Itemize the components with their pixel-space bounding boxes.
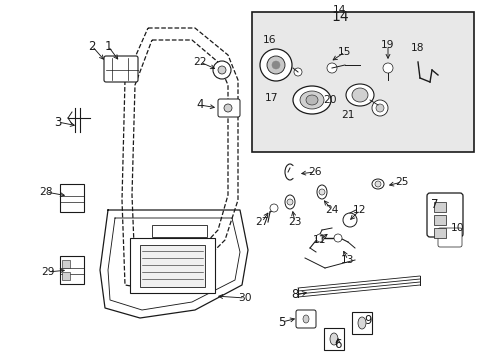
Text: 20: 20 (323, 95, 336, 105)
Circle shape (326, 63, 336, 73)
Text: 14: 14 (330, 10, 348, 24)
Bar (60, 256, 84, 284)
Ellipse shape (285, 195, 294, 209)
Circle shape (213, 61, 230, 79)
Text: 4: 4 (196, 99, 203, 112)
Text: 6: 6 (334, 338, 341, 351)
Bar (351, 312, 371, 334)
Ellipse shape (289, 166, 297, 178)
Text: 30: 30 (238, 293, 251, 303)
Ellipse shape (285, 164, 294, 180)
Circle shape (333, 234, 341, 242)
Bar (324, 328, 343, 350)
Text: 15: 15 (338, 47, 351, 57)
Bar (152, 225, 206, 237)
Text: 2: 2 (88, 40, 96, 53)
Bar (433, 202, 445, 212)
FancyBboxPatch shape (218, 99, 240, 117)
Text: 14: 14 (332, 5, 346, 15)
Bar (140, 245, 204, 287)
Ellipse shape (316, 185, 326, 199)
Ellipse shape (329, 333, 337, 345)
Text: 18: 18 (410, 43, 424, 53)
Bar (62, 260, 70, 268)
Ellipse shape (357, 317, 365, 329)
Bar (433, 215, 445, 225)
Circle shape (260, 49, 291, 81)
Circle shape (269, 204, 278, 212)
Circle shape (218, 66, 225, 74)
Circle shape (382, 63, 392, 73)
Ellipse shape (303, 315, 308, 323)
Circle shape (266, 56, 285, 74)
Text: 25: 25 (394, 177, 408, 187)
Text: 27: 27 (255, 217, 268, 227)
Text: 12: 12 (352, 205, 366, 215)
Text: 16: 16 (263, 35, 276, 45)
Text: 26: 26 (307, 167, 321, 177)
Ellipse shape (346, 84, 373, 106)
Bar (433, 228, 445, 238)
Ellipse shape (351, 88, 367, 102)
Text: 10: 10 (450, 223, 464, 233)
Circle shape (315, 234, 324, 242)
Text: 7: 7 (430, 198, 438, 211)
Circle shape (286, 199, 292, 205)
Text: 11: 11 (313, 235, 326, 245)
Text: 1: 1 (104, 40, 112, 53)
FancyBboxPatch shape (104, 56, 138, 82)
Circle shape (374, 181, 380, 187)
Circle shape (318, 189, 325, 195)
Text: 21: 21 (341, 110, 354, 120)
Circle shape (371, 100, 387, 116)
Bar (60, 184, 84, 212)
Ellipse shape (371, 179, 383, 189)
Text: 29: 29 (41, 267, 55, 277)
Text: 9: 9 (364, 314, 371, 327)
Text: 8: 8 (291, 288, 298, 302)
Text: 23: 23 (287, 217, 301, 227)
Circle shape (375, 104, 383, 112)
Circle shape (293, 68, 302, 76)
Text: 5: 5 (278, 315, 285, 328)
Text: 24: 24 (325, 205, 338, 215)
Text: 28: 28 (39, 187, 53, 197)
Ellipse shape (299, 91, 324, 109)
Text: 3: 3 (54, 116, 61, 129)
Bar (62, 272, 70, 280)
Circle shape (271, 61, 280, 69)
Text: 13: 13 (341, 255, 354, 265)
Text: 22: 22 (193, 57, 206, 67)
Ellipse shape (305, 95, 317, 105)
Circle shape (224, 104, 231, 112)
Bar (130, 238, 215, 293)
Circle shape (342, 213, 356, 227)
FancyBboxPatch shape (426, 193, 462, 237)
Ellipse shape (292, 86, 330, 114)
Bar (251, 12, 473, 152)
FancyBboxPatch shape (295, 310, 315, 328)
FancyBboxPatch shape (437, 228, 461, 247)
Text: 17: 17 (264, 93, 278, 103)
Text: 19: 19 (381, 40, 394, 50)
